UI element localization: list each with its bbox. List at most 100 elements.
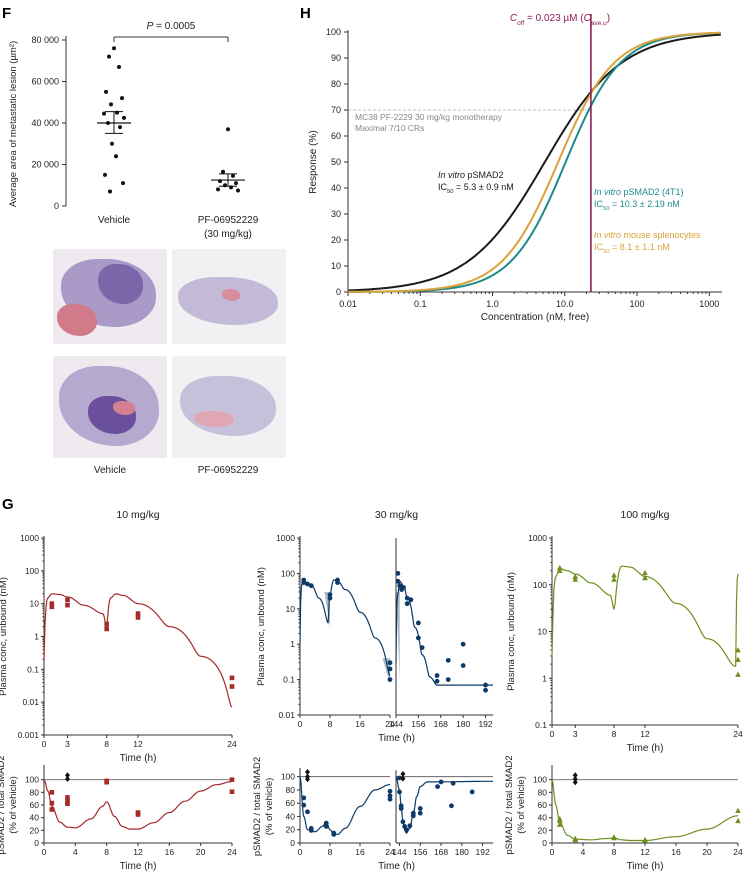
f-data-point [110, 141, 114, 146]
g-pd100-y-tick-label: 0 [542, 838, 547, 848]
h-gold-label-1: In vitro mouse splenocytes [594, 230, 701, 240]
g-pd10-data-point [49, 807, 55, 812]
h-y-tick-label: 50 [331, 157, 341, 167]
g-pk10-y-tick-label: 0.1 [27, 664, 39, 674]
g-pd10-data-point [104, 779, 109, 785]
h-y-tick-label: 60 [331, 131, 341, 141]
g-pd100-y-tick-label: 20 [538, 825, 548, 835]
g-pd30-data-point [387, 796, 393, 802]
g-pd30-segment_b-x-tick-label: 156 [413, 847, 427, 857]
g-pk30-curve-segment_b [395, 580, 494, 686]
g-pd100-x-tick-label: 4 [581, 847, 586, 857]
f-data-point [114, 154, 118, 159]
g-pd10-vehicle-point [65, 776, 70, 783]
g-pd30-data-point [331, 831, 337, 837]
g-pk30-data-point [397, 583, 403, 589]
lung-tissue-shape [222, 289, 240, 301]
g-pd30-vehicle-point [305, 768, 310, 775]
g-pd10-data-point [65, 798, 70, 804]
g-pk100-curve [551, 565, 739, 667]
g-pd10-y-tick-label: 0 [34, 838, 39, 848]
g-pd30-segment_a-x-tick-label: 0 [298, 847, 303, 857]
g-pk10-data-point [49, 604, 55, 610]
f-x-label-vehicle: Vehicle [98, 215, 131, 226]
g-pd30-data-point [301, 802, 307, 808]
g-pk100-x-tick-label: 24 [733, 729, 743, 739]
h-mc38-label-1: MC38 PF-2229 30 mg/kg monotherapy [355, 112, 503, 122]
g-pd30-data-point [400, 819, 406, 825]
f-data-point [107, 54, 111, 59]
g-pk100-x-tick-label: 0 [550, 729, 555, 739]
g-pk30-y-tick-label: 0.1 [283, 675, 295, 685]
h-coff-label-part-4: ave,u [591, 20, 607, 27]
f-y-tick-label: 80 000 [31, 35, 59, 45]
histology-vehicle-1 [53, 249, 167, 344]
g-pd30-y-tick-label: 80 [286, 785, 296, 795]
g-pk10-x-tick-label: 12 [133, 739, 143, 749]
g-pk30-data-point [404, 601, 410, 607]
g-pk100-data-point [642, 569, 648, 576]
h-black-label-2-part-1: 50 [447, 189, 454, 195]
g-pd30-data-point [398, 806, 404, 811]
f-data-point [103, 172, 107, 177]
g-pk10-data-point [135, 615, 141, 620]
f-sig-label: P = 0.0005 [147, 21, 196, 32]
g-pd10-data-point [229, 789, 235, 794]
g-pk30-data-point [445, 657, 451, 663]
g-pk10-x-tick-label: 24 [227, 739, 237, 749]
g-pk30-ci-band [324, 591, 330, 628]
g-pd10-y-tick-label: 60 [30, 800, 40, 810]
g-pk30-segment_a-x-tick-label: 24 [385, 719, 395, 729]
g-pk100-data-point [611, 572, 617, 578]
g-pd30-vehicle-point [400, 775, 406, 782]
histology-drug-2 [172, 356, 286, 458]
g-pd100-vehicle-point [572, 779, 578, 786]
g-pd30-segment_a-x-tick-label: 24 [385, 847, 395, 857]
g-pk10-curve [43, 593, 233, 708]
g-pd100-x-axis-label: Time (h) [627, 861, 664, 872]
h-teal-label-1-part-1: pSMAD2 (4T1) [621, 187, 684, 197]
g-pd10-x-tick-label: 8 [104, 847, 109, 857]
f-y-tick-label: 0 [54, 201, 59, 211]
g-pd10-data-point [135, 812, 141, 817]
panel-letter-H: H [300, 5, 311, 22]
g-pk10-data-point [65, 602, 70, 608]
g-pk30-ci-band [382, 658, 390, 684]
h-black-label-1-part-1: pSMAD2 [465, 170, 504, 180]
h-gold-label-1-part-1: mouse splenocytes [621, 230, 701, 240]
g-pk30-data-point [301, 580, 307, 585]
g-pd10-x-tick-label: 0 [42, 847, 47, 857]
g-pd10-y-tick-label: 100 [25, 775, 39, 785]
h-coff-label-part-1: off [517, 20, 524, 27]
g-pd100-x-tick-label: 0 [550, 847, 555, 857]
h-black-label-1-part-0: In vitro [438, 170, 465, 180]
g-pd100-y-tick-label: 60 [538, 800, 548, 810]
g-pd30-data-point [301, 795, 307, 801]
g-pk30-segment_b-x-tick-label: 156 [411, 719, 425, 729]
g-pk30-data-point [483, 687, 488, 693]
g-pd30-data-point [323, 820, 329, 826]
g-pd100-data-point [735, 817, 741, 824]
g-pk100-x-tick-label: 12 [640, 729, 650, 739]
f-data-point [120, 96, 124, 101]
g-pd30-data-point [387, 793, 393, 799]
g-pk30-data-point [415, 635, 421, 641]
g-pk100-x-tick-label: 8 [612, 729, 617, 739]
g-pk10-x-axis-label: Time (h) [120, 753, 157, 764]
g-pd10-vehicle-point [65, 772, 70, 779]
f-data-point [231, 173, 235, 178]
g-pd10-y-tick-label: 40 [30, 813, 40, 823]
g-pd30-y-tick-label: 20 [286, 825, 296, 835]
f-y-tick-label: 20 000 [31, 160, 59, 170]
h-teal-label-2: IC50 = 10.3 ± 2.19 nM [594, 199, 680, 212]
f-sig-label-part-1: = 0.0005 [153, 21, 195, 32]
lung-tissue-shape [194, 411, 234, 427]
g-pd30-data-point [397, 789, 402, 795]
h-y-tick-label: 20 [331, 235, 341, 245]
f-data-point [118, 125, 122, 130]
g-pk30-data-point [387, 666, 393, 672]
histology-label-vehicle: Vehicle [94, 465, 127, 476]
g-pk30-data-point [434, 673, 440, 678]
g-pd10-data-point [49, 790, 55, 795]
